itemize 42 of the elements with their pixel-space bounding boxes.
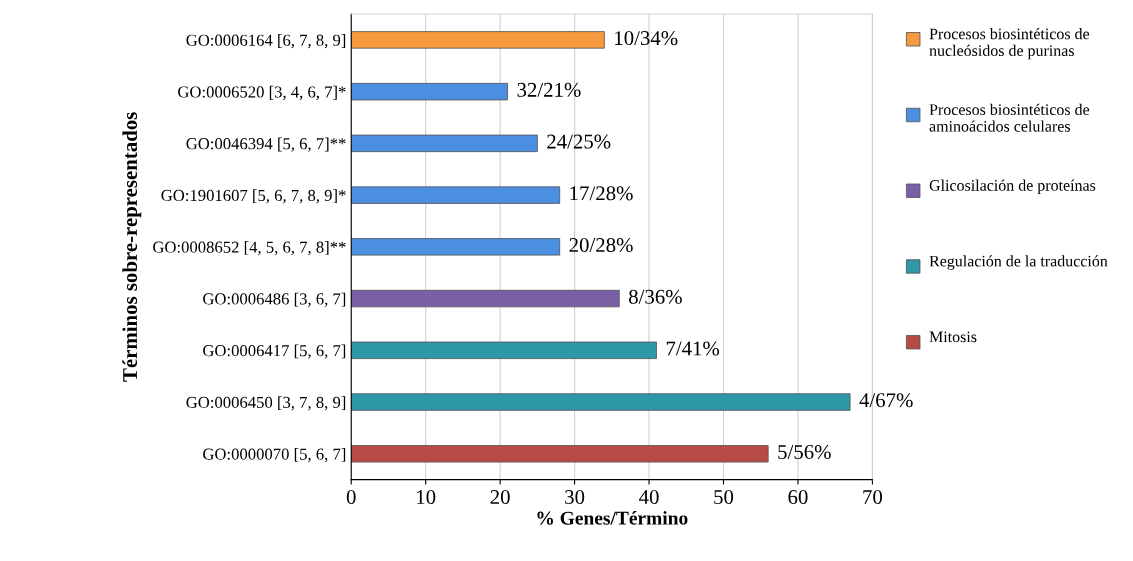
legend-label: Procesos biosintéticos de nucleósidos de purinas (929, 28, 1090, 60)
data-label: 24/25% (547, 134, 611, 149)
data-label: 17/28% (570, 186, 633, 201)
data-label: 8/36% (628, 289, 682, 304)
bar (351, 186, 561, 204)
y-tick-label: GO:0006417 [5, 6, 7] (203, 344, 346, 359)
x-tick-label: 0 (346, 489, 356, 505)
y-tick-label: GO:0006520 [3, 4, 6, 7]* (178, 85, 346, 100)
y-tick-label: GO:0008652 [4, 5, 6, 7, 8]** (153, 241, 346, 256)
y-tick-label: GO:0000070 [5, 6, 7] (203, 448, 346, 463)
bar (351, 393, 851, 411)
y-tick-label: GO:0046394 [5, 6, 7]** (186, 137, 346, 152)
y-axis-title: Términos sobre-representados (122, 112, 142, 382)
bar (351, 289, 620, 308)
y-tick-label: GO:0006450 [3, 7, 8, 9] (186, 396, 346, 411)
data-label: 7/41% (666, 341, 720, 356)
y-tick-label: GO:0006486 [3, 6, 7] (203, 292, 346, 307)
data-label: 5/56% (778, 444, 831, 460)
bar (351, 31, 605, 49)
x-tick-label: 70 (863, 489, 883, 505)
data-label: 20/28% (569, 238, 633, 253)
y-tick-label: GO:0006164 [6, 7, 8, 9] (186, 34, 346, 49)
bar (351, 82, 508, 101)
x-tick-label: 30 (565, 489, 585, 505)
data-label: 10/34% (615, 31, 678, 46)
x-tick-label: 40 (639, 489, 659, 505)
data-label: 32/21% (517, 82, 581, 97)
bar (351, 238, 561, 256)
y-tick-label: GO:1901607 [5, 6, 7, 8, 9]* (161, 189, 346, 204)
bar (351, 134, 538, 153)
data-label: 4/67% (859, 393, 913, 408)
x-tick-label: 50 (714, 489, 734, 505)
legend-label: Regulación de la traducción (929, 255, 1108, 270)
x-tick-label: 60 (788, 489, 808, 505)
bar (351, 445, 769, 463)
x-tick-label: 20 (490, 489, 510, 505)
x-axis-title: % Genes/Término (537, 511, 688, 525)
legend-label: Mitosis (929, 331, 977, 343)
legend-label: Procesos biosintéticos de aminoácidos celulares (929, 103, 1090, 132)
x-tick-label: 10 (417, 489, 436, 505)
legend-label: Glicosilación de proteínas (929, 179, 1096, 195)
bar (351, 341, 657, 360)
